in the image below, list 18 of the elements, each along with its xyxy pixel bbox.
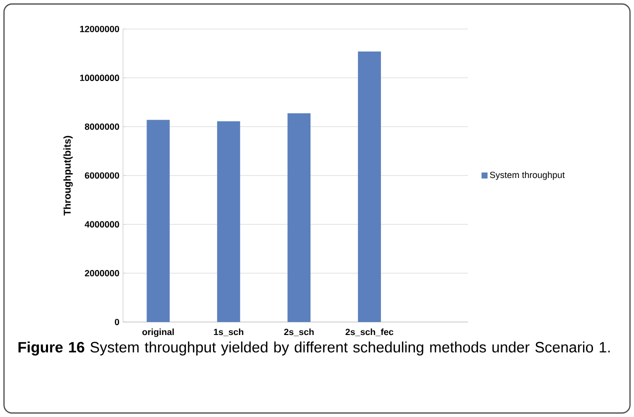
y-tick-label: 6000000 (84, 172, 120, 179)
y-tick-label: 10000000 (80, 74, 120, 82)
legend-label: System throughput (490, 172, 565, 180)
bar (146, 120, 170, 322)
bar (217, 121, 240, 322)
y-axis-title: Throughput(bits) (63, 136, 73, 216)
bar (288, 113, 311, 322)
text: Figure 16 System throughput yielded by different scheduling methods under Scenario 1. (18, 342, 610, 356)
y-tick-label: 12000000 (80, 26, 120, 32)
x-tick-label: 1s_sch (214, 328, 244, 336)
x-tick-label: 2s_sch (284, 328, 314, 336)
bar (358, 51, 381, 322)
y-tick-label: 2000000 (84, 270, 120, 276)
y-tick-label: 0 (114, 318, 120, 326)
x-tick-label: 2s_sch_fec (346, 328, 394, 336)
x-tick-label: original (142, 328, 174, 337)
y-tick-label: 4000000 (84, 221, 120, 228)
y-tick-label: 8000000 (84, 123, 120, 130)
